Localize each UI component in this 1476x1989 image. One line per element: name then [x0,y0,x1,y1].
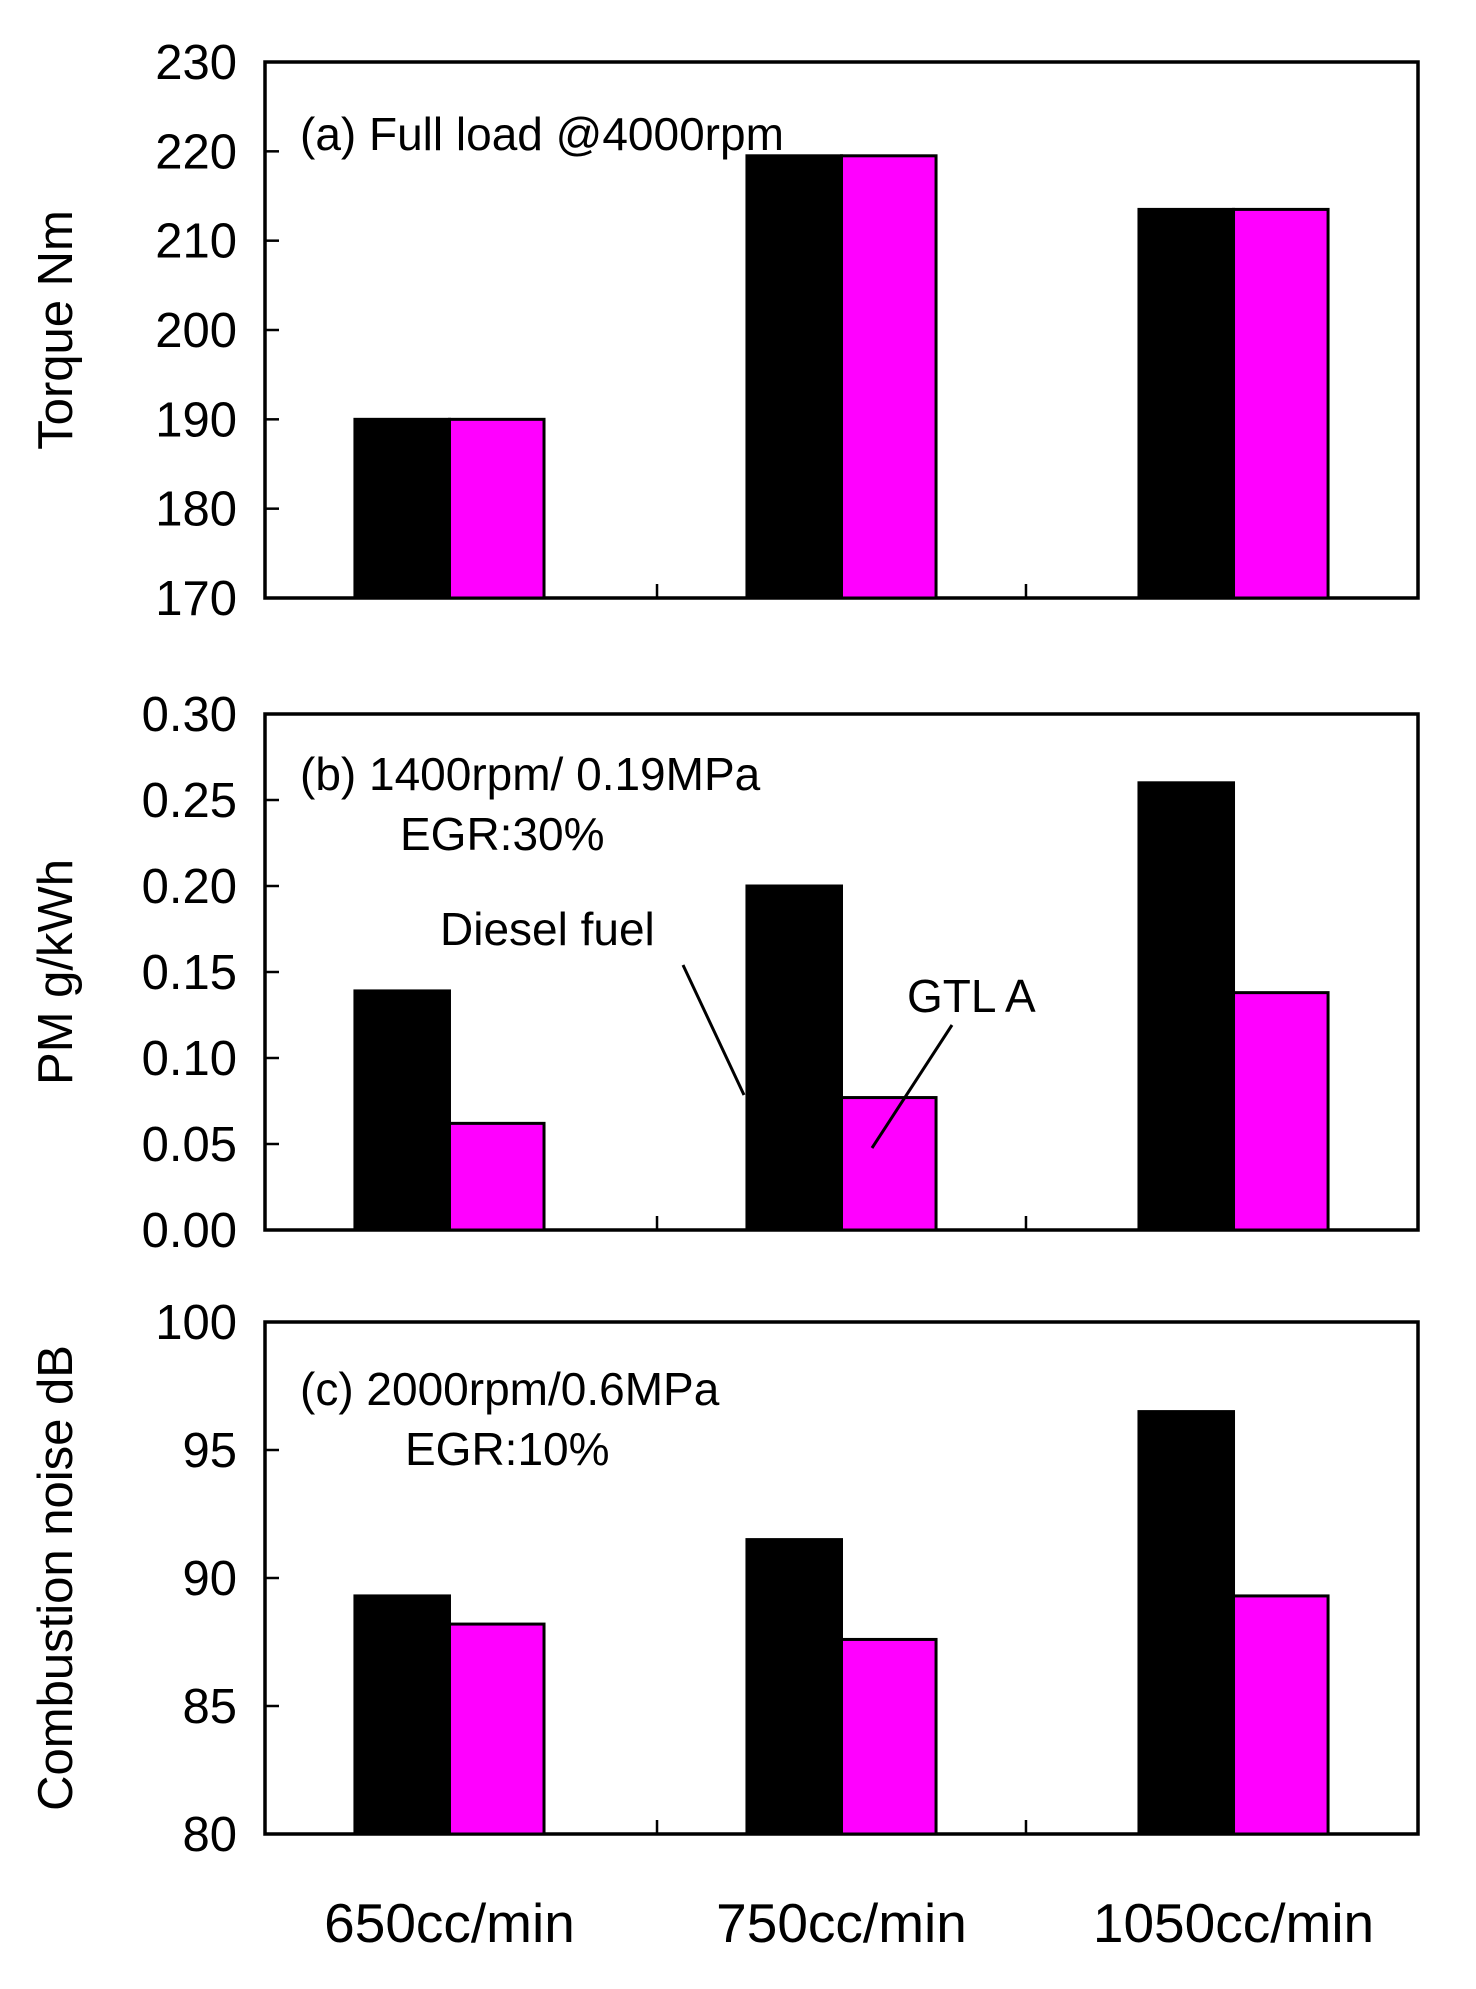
y-axis-title: Combustion noise dB [29,1345,83,1811]
bar-diesel-fuel-1 [745,154,843,600]
bar-gtl-a-1 [840,1096,938,1232]
bar-gtl-a-2 [1232,1594,1330,1836]
panel-annotation: (a) Full load @4000rpm [300,108,784,160]
x-category-label: 650cc/min [324,1892,575,1954]
y-tick-label: 0.20 [142,860,237,914]
panel-annotation: (c) 2000rpm/0.6MPa [300,1363,720,1415]
panel-annotation: EGR:30% [400,808,605,860]
y-tick-label: 0.25 [142,774,237,828]
bar-gtl-a-2 [1232,991,1330,1232]
y-tick-label: 210 [155,215,237,269]
y-tick-label: 80 [182,1808,237,1862]
y-tick-label: 0.00 [142,1204,237,1258]
y-tick-label: 180 [155,483,237,537]
panel-b: 0.00 0.05 0.10 0.15 0.20 0.25 0.30 PM g/kWh (b) … [29,688,1420,1258]
bar-diesel-fuel-2 [1137,1410,1236,1836]
y-tick-label: 0.30 [142,688,237,742]
bar-diesel-fuel-0 [353,1594,451,1836]
bar-gtl-a-0 [447,417,546,600]
bar-diesel-fuel-1 [745,884,843,1232]
leader-line-diesel [681,964,746,1096]
y-axis-title: PM g/kWh [29,859,83,1085]
panel-c: 80 85 90 95 100 Combustion noise dB (c) 2000rp… [29,1296,1420,1954]
panel-annotation: (b) 1400rpm/ 0.19MPa [300,748,761,800]
bar-diesel-fuel-2 [1137,781,1236,1232]
y-tick-label: 0.05 [142,1118,237,1172]
bar-diesel-fuel-2 [1137,207,1236,600]
y-axis-title: Torque Nm [29,210,83,450]
legend-label-gtl: GTL A [907,970,1036,1022]
legend-label-diesel: Diesel fuel [440,903,655,955]
leader-line-gtl [870,1024,954,1149]
bar-gtl-a-1 [840,154,938,600]
x-category-label: 750cc/min [716,1892,967,1954]
bar-gtl-a-0 [447,1121,546,1232]
y-tick-label: 230 [155,36,237,90]
y-tick-label: 0.10 [142,1032,237,1086]
y-tick-label: 190 [155,393,237,447]
y-tick-label: 0.15 [142,946,237,1000]
y-tick-label: 100 [155,1296,237,1350]
bar-gtl-a-0 [447,1622,546,1836]
panel-a: 170 180 190 200 210 220 230 Torque Nm (a) Full l… [29,36,1420,626]
y-tick-label: 170 [155,572,237,626]
x-category-label: 1050cc/min [1093,1892,1374,1954]
y-tick-label: 95 [182,1424,237,1478]
bar-diesel-fuel-0 [353,989,451,1232]
y-tick-label: 85 [182,1680,237,1734]
bar-gtl-a-2 [1232,207,1330,600]
y-tick-label: 90 [182,1552,237,1606]
y-tick-label: 200 [155,304,237,358]
y-tick-label: 220 [155,125,237,179]
bar-gtl-a-1 [840,1637,938,1836]
bar-diesel-fuel-1 [745,1538,843,1836]
bar-diesel-fuel-0 [353,417,451,600]
panel-annotation: EGR:10% [405,1423,610,1475]
